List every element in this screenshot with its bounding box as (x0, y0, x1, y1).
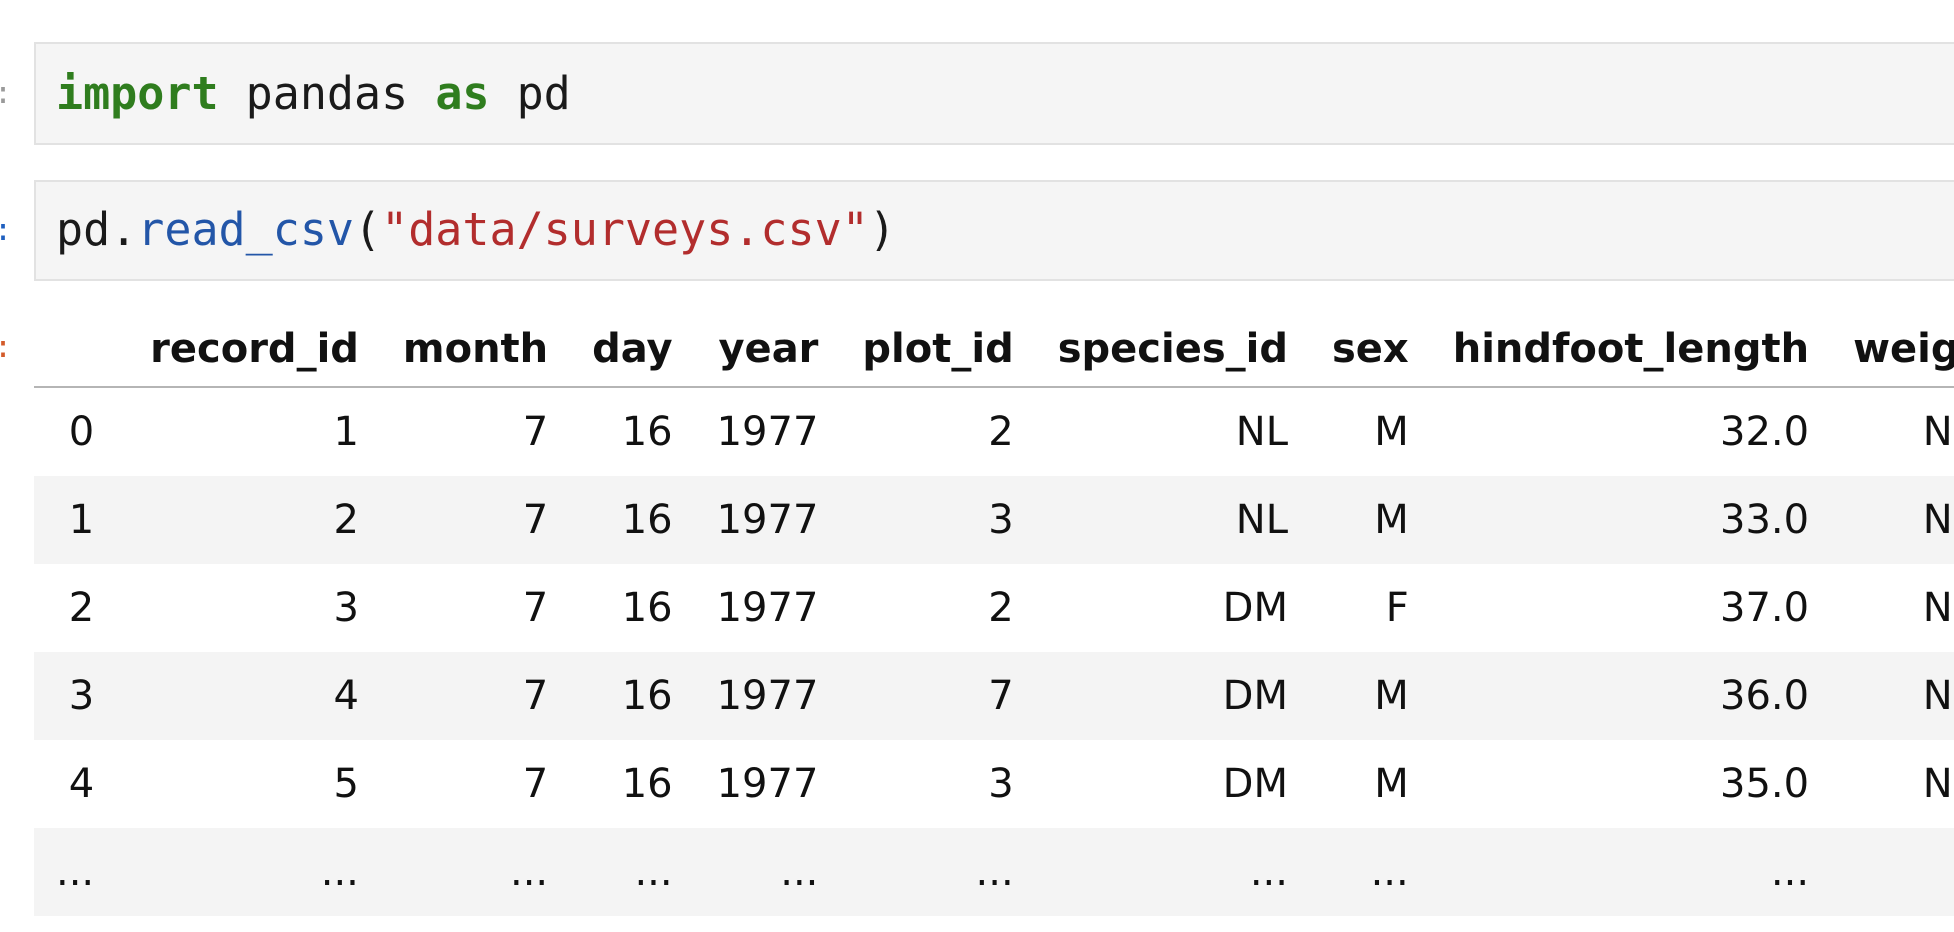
table-row: 3 4 7 16 1977 7 DM M 36.0 NaN (34, 652, 1954, 740)
table-cell: NaN (1922, 409, 1954, 455)
cell-1-prompt: : (0, 74, 12, 114)
output-prompt: : (0, 328, 12, 368)
row-index: 3 (68, 673, 95, 719)
table-cell: 1977 (716, 409, 819, 455)
code-line-2[interactable]: pd.read_csv("data/surveys.csv") (56, 200, 896, 260)
table-row: 0 1 7 16 1977 2 NL M 32.0 NaN (34, 387, 1954, 476)
dataframe-output-table: record_id month day year plot_id species… (34, 312, 1954, 916)
table-cell: NaN (1922, 761, 1954, 807)
table-cell: 7 (522, 673, 549, 719)
table-row: 2 3 7 16 1977 2 DM F 37.0 NaN (34, 564, 1954, 652)
table-cell: ... (1249, 849, 1288, 895)
table-row: 1 2 7 16 1977 3 NL M 33.0 NaN (34, 476, 1954, 564)
table-cell: ... (780, 849, 819, 895)
table-cell: 2 (988, 409, 1014, 455)
table-cell: 7 (522, 585, 549, 631)
table-cell: 7 (522, 761, 549, 807)
module-alias: pd (489, 67, 571, 120)
table-cell: 2 (333, 497, 359, 543)
table-cell: 32.0 (1720, 409, 1810, 455)
code-cell-2[interactable]: pd.read_csv("data/surveys.csv") (34, 180, 1954, 281)
table-cell: NaN (1922, 673, 1954, 719)
index-header (34, 312, 128, 387)
table-cell: 3 (988, 761, 1014, 807)
table-cell: NL (1235, 497, 1288, 543)
code-cell-1[interactable]: import pandas as pd (34, 42, 1954, 145)
table-cell: 3 (333, 585, 359, 631)
string-argument: "data/surveys.csv" (381, 203, 869, 256)
table-cell: 1977 (716, 673, 819, 719)
column-header: plot_id (862, 326, 1014, 372)
column-header: hindfoot_length (1452, 326, 1810, 372)
table-cell: 1977 (716, 585, 819, 631)
column-header: month (402, 326, 549, 372)
object-ref: pd. (56, 203, 138, 256)
table-cell: 7 (522, 497, 549, 543)
table-cell: NaN (1922, 585, 1954, 631)
table-cell: 5 (333, 761, 359, 807)
as-keyword: as (435, 67, 490, 120)
table-cell: 7 (988, 673, 1014, 719)
table-cell: 7 (522, 409, 549, 455)
table-cell: 16 (621, 673, 673, 719)
table-cell: M (1374, 409, 1409, 455)
import-keyword: import (56, 67, 219, 120)
row-index: 0 (68, 409, 95, 455)
row-index: 4 (68, 761, 95, 807)
table-cell: 1977 (716, 761, 819, 807)
code-line-1[interactable]: import pandas as pd (56, 64, 571, 124)
table-cell: 3 (988, 497, 1014, 543)
table-cell: 16 (621, 409, 673, 455)
table-cell: DM (1222, 673, 1288, 719)
column-header: sex (1331, 326, 1409, 372)
table-cell: 37.0 (1720, 585, 1810, 631)
table-row-ellipsis: ... ... ... ... ... ... ... ... ... ... (34, 828, 1954, 916)
table-cell: M (1374, 673, 1409, 719)
column-header: year (718, 326, 819, 372)
table-cell: 4 (333, 673, 359, 719)
table-cell: F (1385, 585, 1409, 631)
table-cell: 33.0 (1720, 497, 1810, 543)
function-name: read_csv (137, 203, 355, 256)
table-cell: 16 (621, 761, 673, 807)
table-cell: 16 (621, 585, 673, 631)
table-cell: DM (1222, 585, 1288, 631)
table-cell: 36.0 (1720, 673, 1810, 719)
row-index: ... (56, 849, 95, 895)
table-cell: 1 (333, 409, 359, 455)
column-header: day (592, 326, 673, 372)
table-cell: 35.0 (1720, 761, 1810, 807)
row-index: 2 (68, 585, 95, 631)
column-header: species_id (1057, 326, 1288, 372)
table-cell: M (1374, 761, 1409, 807)
table-header-row: record_id month day year plot_id species… (34, 312, 1954, 387)
close-paren: ) (868, 203, 896, 256)
table-cell: 16 (621, 497, 673, 543)
table-cell: ... (634, 849, 673, 895)
table-cell: NL (1235, 409, 1288, 455)
table-row: 4 5 7 16 1977 3 DM M 35.0 NaN (34, 740, 1954, 828)
table-cell: ... (975, 849, 1014, 895)
module-name: pandas (218, 67, 436, 120)
table-cell: DM (1222, 761, 1288, 807)
table-cell: ... (1831, 828, 1954, 916)
table-cell: M (1374, 497, 1409, 543)
cell-2-prompt: : (0, 211, 12, 251)
open-paren: ( (354, 203, 382, 256)
table-cell: 2 (988, 585, 1014, 631)
table-cell: ... (1770, 849, 1810, 895)
table-cell: ... (1370, 849, 1409, 895)
table-cell: 1977 (716, 497, 819, 543)
column-header: weight (1853, 326, 1954, 372)
column-header: record_id (150, 326, 359, 372)
row-index: 1 (68, 497, 95, 543)
table-cell: ... (320, 849, 359, 895)
table-cell: NaN (1922, 497, 1954, 543)
table-cell: ... (509, 849, 549, 895)
